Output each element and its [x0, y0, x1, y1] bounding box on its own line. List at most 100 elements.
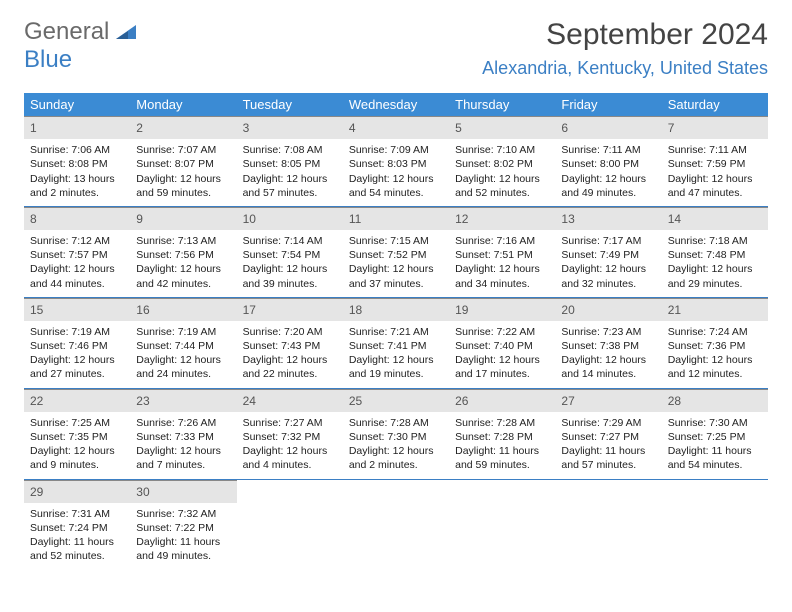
calendar-cell: 30Sunrise: 7:32 AMSunset: 7:22 PMDayligh…	[130, 479, 236, 569]
sunset-line: Sunset: 8:08 PM	[30, 157, 124, 171]
sunset-line: Sunset: 7:25 PM	[668, 430, 762, 444]
day-number: 2	[130, 116, 236, 139]
calendar-cell: 7Sunrise: 7:11 AMSunset: 7:59 PMDaylight…	[662, 116, 768, 206]
day-info: Sunrise: 7:21 AMSunset: 7:41 PMDaylight:…	[343, 321, 449, 388]
day-number: 27	[555, 389, 661, 412]
day-number: 29	[24, 480, 130, 503]
sunset-line: Sunset: 7:48 PM	[668, 248, 762, 262]
day-header: Friday	[555, 93, 661, 116]
sunrise-line: Sunrise: 7:09 AM	[349, 143, 443, 157]
sunrise-line: Sunrise: 7:26 AM	[136, 416, 230, 430]
sunset-line: Sunset: 7:38 PM	[561, 339, 655, 353]
daylight-line: Daylight: 12 hours and 4 minutes.	[243, 444, 337, 472]
calendar-cell: 1Sunrise: 7:06 AMSunset: 8:08 PMDaylight…	[24, 116, 130, 206]
sunset-line: Sunset: 7:44 PM	[136, 339, 230, 353]
sunset-line: Sunset: 8:00 PM	[561, 157, 655, 171]
day-info: Sunrise: 7:22 AMSunset: 7:40 PMDaylight:…	[449, 321, 555, 388]
sunrise-line: Sunrise: 7:24 AM	[668, 325, 762, 339]
sunrise-line: Sunrise: 7:20 AM	[243, 325, 337, 339]
calendar-cell: ..	[555, 479, 661, 569]
calendar-row: 22Sunrise: 7:25 AMSunset: 7:35 PMDayligh…	[24, 388, 768, 479]
calendar-cell: 16Sunrise: 7:19 AMSunset: 7:44 PMDayligh…	[130, 297, 236, 388]
day-number: 11	[343, 207, 449, 230]
calendar-cell: 3Sunrise: 7:08 AMSunset: 8:05 PMDaylight…	[237, 116, 343, 206]
day-info: Sunrise: 7:26 AMSunset: 7:33 PMDaylight:…	[130, 412, 236, 479]
calendar-cell: 4Sunrise: 7:09 AMSunset: 8:03 PMDaylight…	[343, 116, 449, 206]
logo: General Blue	[24, 18, 136, 74]
day-info: Sunrise: 7:19 AMSunset: 7:44 PMDaylight:…	[130, 321, 236, 388]
daylight-line: Daylight: 12 hours and 17 minutes.	[455, 353, 549, 381]
calendar-cell: 12Sunrise: 7:16 AMSunset: 7:51 PMDayligh…	[449, 206, 555, 297]
calendar-cell: 21Sunrise: 7:24 AMSunset: 7:36 PMDayligh…	[662, 297, 768, 388]
day-header: Saturday	[662, 93, 768, 116]
day-number: 6	[555, 116, 661, 139]
day-header: Tuesday	[237, 93, 343, 116]
day-number: 14	[662, 207, 768, 230]
day-number: 3	[237, 116, 343, 139]
day-number: 15	[24, 298, 130, 321]
sunrise-line: Sunrise: 7:31 AM	[30, 507, 124, 521]
sunset-line: Sunset: 7:59 PM	[668, 157, 762, 171]
calendar-cell: 6Sunrise: 7:11 AMSunset: 8:00 PMDaylight…	[555, 116, 661, 206]
sunrise-line: Sunrise: 7:19 AM	[30, 325, 124, 339]
day-number: 21	[662, 298, 768, 321]
sunset-line: Sunset: 7:32 PM	[243, 430, 337, 444]
sunrise-line: Sunrise: 7:11 AM	[561, 143, 655, 157]
calendar-cell: 18Sunrise: 7:21 AMSunset: 7:41 PMDayligh…	[343, 297, 449, 388]
sunrise-line: Sunrise: 7:28 AM	[455, 416, 549, 430]
day-info: Sunrise: 7:18 AMSunset: 7:48 PMDaylight:…	[662, 230, 768, 297]
sunrise-line: Sunrise: 7:15 AM	[349, 234, 443, 248]
daylight-line: Daylight: 12 hours and 44 minutes.	[30, 262, 124, 290]
day-number: 23	[130, 389, 236, 412]
calendar-body: 1Sunrise: 7:06 AMSunset: 8:08 PMDaylight…	[24, 116, 768, 569]
daylight-line: Daylight: 12 hours and 2 minutes.	[349, 444, 443, 472]
daylight-line: Daylight: 12 hours and 29 minutes.	[668, 262, 762, 290]
sunset-line: Sunset: 7:49 PM	[561, 248, 655, 262]
sunset-line: Sunset: 7:35 PM	[30, 430, 124, 444]
day-info: Sunrise: 7:17 AMSunset: 7:49 PMDaylight:…	[555, 230, 661, 297]
day-info: Sunrise: 7:07 AMSunset: 8:07 PMDaylight:…	[130, 139, 236, 206]
day-info: Sunrise: 7:08 AMSunset: 8:05 PMDaylight:…	[237, 139, 343, 206]
day-info: Sunrise: 7:20 AMSunset: 7:43 PMDaylight:…	[237, 321, 343, 388]
calendar-cell: 20Sunrise: 7:23 AMSunset: 7:38 PMDayligh…	[555, 297, 661, 388]
sunrise-line: Sunrise: 7:27 AM	[243, 416, 337, 430]
sunset-line: Sunset: 7:56 PM	[136, 248, 230, 262]
daylight-line: Daylight: 12 hours and 9 minutes.	[30, 444, 124, 472]
day-info: Sunrise: 7:10 AMSunset: 8:02 PMDaylight:…	[449, 139, 555, 206]
day-info: Sunrise: 7:06 AMSunset: 8:08 PMDaylight:…	[24, 139, 130, 206]
sunset-line: Sunset: 7:46 PM	[30, 339, 124, 353]
calendar-row: 15Sunrise: 7:19 AMSunset: 7:46 PMDayligh…	[24, 297, 768, 388]
calendar-cell: ..	[449, 479, 555, 569]
calendar-cell: 24Sunrise: 7:27 AMSunset: 7:32 PMDayligh…	[237, 388, 343, 479]
calendar-cell: 22Sunrise: 7:25 AMSunset: 7:35 PMDayligh…	[24, 388, 130, 479]
day-info: Sunrise: 7:15 AMSunset: 7:52 PMDaylight:…	[343, 230, 449, 297]
sunrise-line: Sunrise: 7:08 AM	[243, 143, 337, 157]
daylight-line: Daylight: 11 hours and 49 minutes.	[136, 535, 230, 563]
day-number: 18	[343, 298, 449, 321]
sunrise-line: Sunrise: 7:19 AM	[136, 325, 230, 339]
calendar-cell: 25Sunrise: 7:28 AMSunset: 7:30 PMDayligh…	[343, 388, 449, 479]
day-number: 19	[449, 298, 555, 321]
daylight-line: Daylight: 12 hours and 32 minutes.	[561, 262, 655, 290]
day-header-row: SundayMondayTuesdayWednesdayThursdayFrid…	[24, 93, 768, 116]
day-number: 25	[343, 389, 449, 412]
day-info: Sunrise: 7:27 AMSunset: 7:32 PMDaylight:…	[237, 412, 343, 479]
day-header: Monday	[130, 93, 236, 116]
daylight-line: Daylight: 12 hours and 57 minutes.	[243, 172, 337, 200]
day-info: Sunrise: 7:11 AMSunset: 8:00 PMDaylight:…	[555, 139, 661, 206]
calendar-cell: 15Sunrise: 7:19 AMSunset: 7:46 PMDayligh…	[24, 297, 130, 388]
logo-word2: Blue	[24, 46, 72, 73]
sunrise-line: Sunrise: 7:11 AM	[668, 143, 762, 157]
day-number: 13	[555, 207, 661, 230]
sunrise-line: Sunrise: 7:10 AM	[455, 143, 549, 157]
daylight-line: Daylight: 12 hours and 47 minutes.	[668, 172, 762, 200]
daylight-line: Daylight: 13 hours and 2 minutes.	[30, 172, 124, 200]
day-info: Sunrise: 7:14 AMSunset: 7:54 PMDaylight:…	[237, 230, 343, 297]
daylight-line: Daylight: 12 hours and 49 minutes.	[561, 172, 655, 200]
day-number: 20	[555, 298, 661, 321]
calendar-row: 29Sunrise: 7:31 AMSunset: 7:24 PMDayligh…	[24, 479, 768, 569]
calendar-cell: 11Sunrise: 7:15 AMSunset: 7:52 PMDayligh…	[343, 206, 449, 297]
daylight-line: Daylight: 11 hours and 54 minutes.	[668, 444, 762, 472]
sunset-line: Sunset: 7:33 PM	[136, 430, 230, 444]
day-info: Sunrise: 7:24 AMSunset: 7:36 PMDaylight:…	[662, 321, 768, 388]
